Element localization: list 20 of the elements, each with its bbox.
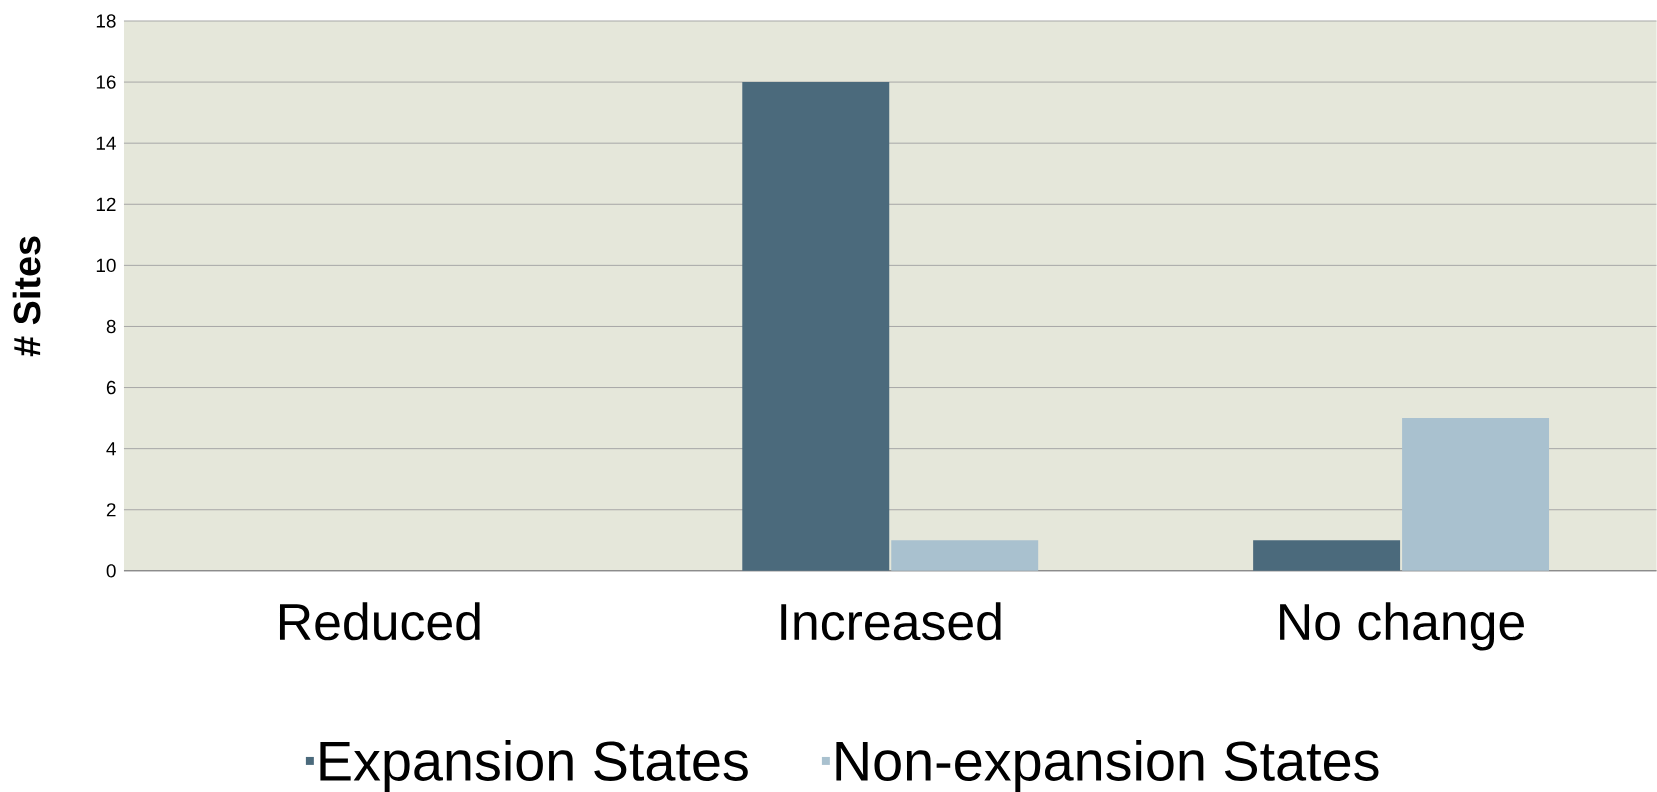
y-tick-label: 4 [106,442,116,456]
x-tick-label: No change [1280,602,1524,651]
y-tick-label: 0 [106,564,116,578]
y-tick-label: 16 [96,75,116,89]
bar [891,540,1039,571]
y-tick-label: 18 [96,14,116,28]
legend-label: Non-expansion States [836,740,1379,792]
bar [742,82,890,571]
y-tick-label: 12 [96,197,116,211]
y-tick-label: 6 [106,380,116,395]
y-tick-label: 14 [96,136,116,150]
y-tick-label: 10 [96,258,116,273]
x-tick-label: Increased [781,602,1001,641]
y-tick-label: 2 [106,503,116,517]
x-tick-label: Reduced [279,602,480,641]
bar [1402,418,1550,571]
y-tick-label: 8 [106,319,116,334]
y-axis-title: # Sites [12,236,41,357]
legend-label: Expansion States [320,740,748,792]
bar [1253,540,1401,571]
